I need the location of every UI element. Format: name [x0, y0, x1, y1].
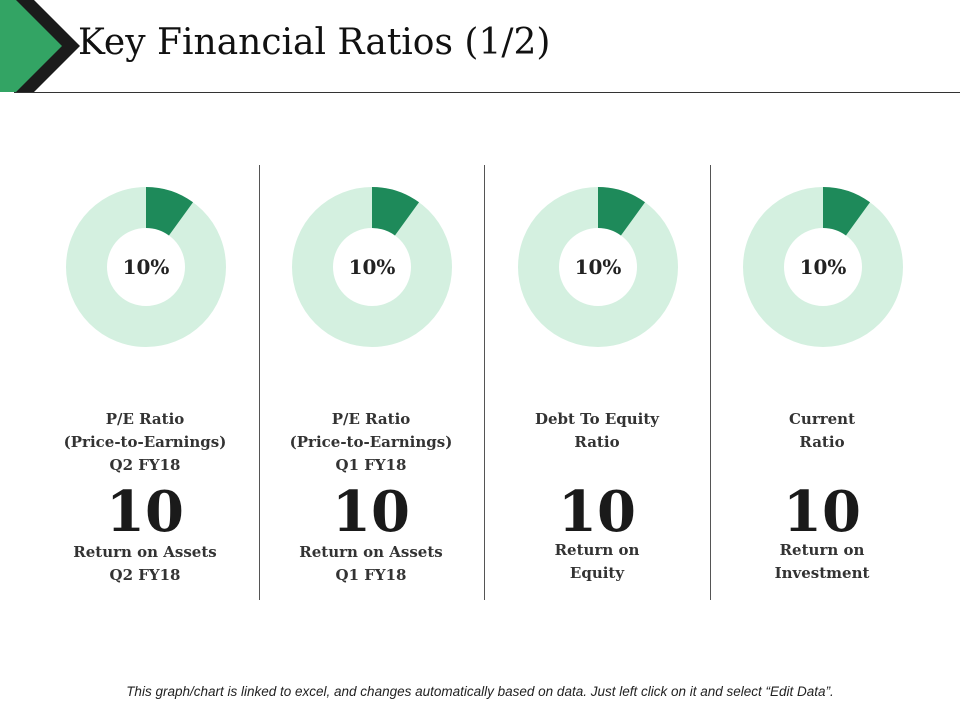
ratio-panel: 10% P/E Ratio (Price-to-Earnings) Q2 FY1… — [32, 165, 258, 600]
metric-label-line: Current — [788, 410, 856, 428]
big-value: 10 — [106, 479, 184, 545]
sub-label-line: Investment — [774, 564, 870, 582]
metric-label-line: Debt To Equity — [534, 410, 660, 428]
donut-center-label: 10% — [575, 255, 622, 279]
sub-label-line: Return on — [554, 541, 640, 559]
donut-slice — [823, 187, 871, 236]
donut-slice — [146, 187, 194, 236]
big-value: 10 — [783, 479, 861, 545]
arrow-green-shape — [0, 0, 62, 92]
metric-label: P/E Ratio (Price-to-Earnings) Q2 FY18 — [32, 408, 258, 477]
metric-label-line: (Price-to-Earnings) — [289, 433, 453, 451]
sub-label-line: Equity — [569, 564, 625, 582]
title-underline — [14, 92, 960, 93]
metric-label-line: (Price-to-Earnings) — [63, 433, 227, 451]
sub-label-line: Return on Assets — [73, 543, 217, 561]
big-value: 10 — [332, 479, 410, 545]
metric-label: Debt To Equity Ratio — [484, 408, 710, 454]
panel-divider-3 — [710, 165, 711, 600]
sub-label-line: Return on Assets — [299, 543, 443, 561]
panel-divider-1 — [259, 165, 260, 600]
metric-label-line: Q2 FY18 — [109, 456, 181, 474]
metric-label-line: Ratio — [799, 433, 845, 451]
sub-label: Return on Assets Q1 FY18 — [258, 541, 484, 587]
donut-slice — [598, 187, 646, 236]
metric-label-line: P/E Ratio — [105, 410, 185, 428]
donut-center-label: 10% — [349, 255, 396, 279]
footer-note: This graph/chart is linked to excel, and… — [126, 684, 834, 699]
metric-label: P/E Ratio (Price-to-Earnings) Q1 FY18 — [258, 408, 484, 477]
metric-label-line: Q1 FY18 — [335, 456, 407, 474]
donut-chart: 10% — [66, 187, 226, 347]
sub-label-line: Q1 FY18 — [335, 566, 407, 584]
panel-divider-2 — [484, 165, 485, 600]
metric-label: Current Ratio — [709, 408, 935, 454]
donut-chart: 10% — [743, 187, 903, 347]
sub-label: Return on Equity — [484, 539, 710, 585]
sub-label: Return on Assets Q2 FY18 — [32, 541, 258, 587]
header-arrow-icon — [0, 0, 80, 92]
page-title: Key Financial Ratios (1/2) — [78, 22, 551, 63]
donut-chart: 10% — [518, 187, 678, 347]
sub-label: Return on Investment — [709, 539, 935, 585]
sub-label-line: Q2 FY18 — [109, 566, 181, 584]
ratio-panel: 10% Debt To Equity Ratio 10 Return on Eq… — [484, 165, 710, 600]
big-value: 10 — [558, 479, 636, 545]
donut-slice — [372, 187, 420, 236]
ratio-panel: 10% Current Ratio 10 Return on Investmen… — [709, 165, 935, 600]
metric-label-line: P/E Ratio — [331, 410, 411, 428]
donut-chart: 10% — [292, 187, 452, 347]
donut-center-label: 10% — [123, 255, 170, 279]
donut-center-label: 10% — [800, 255, 847, 279]
metric-label-line: Ratio — [574, 433, 620, 451]
ratio-panel: 10% P/E Ratio (Price-to-Earnings) Q1 FY1… — [258, 165, 484, 600]
sub-label-line: Return on — [779, 541, 865, 559]
